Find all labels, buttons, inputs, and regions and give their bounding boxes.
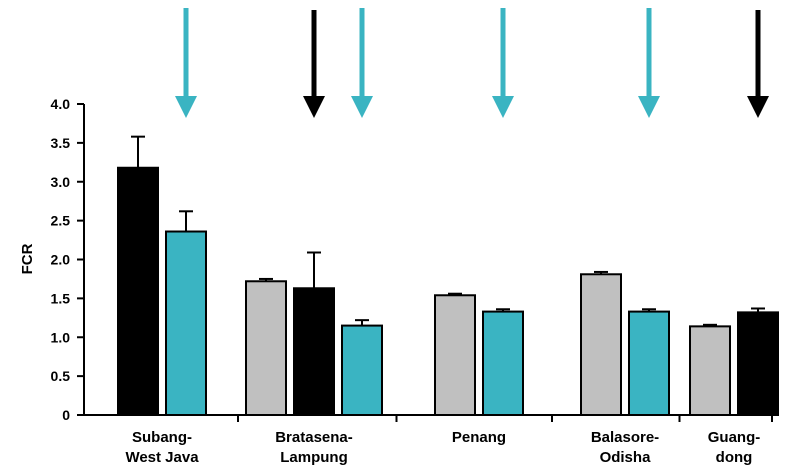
y-axis-label: FCR	[19, 243, 36, 274]
bar-teal	[482, 310, 524, 416]
labels-layer: Subang-West Java Bratasena-Lampung Penang B…	[125, 429, 760, 466]
y-tick-label: 3.5	[51, 135, 71, 151]
x-category-label: Guang-dong	[708, 429, 761, 466]
bar-black	[737, 311, 779, 416]
y-tick-label: 3.0	[51, 174, 71, 190]
y-axis: 0 0.5 1.0 1.5 2.0 2.5 3.0 3.5 4.0	[51, 96, 85, 423]
x-category-label: Subang-West Java	[125, 429, 199, 466]
x-category-label: Balasore-Odisha	[591, 429, 659, 466]
y-tick-label: 2.0	[51, 252, 71, 268]
bars-layer	[117, 135, 779, 417]
y-tick-label: 1.5	[51, 290, 71, 306]
bar-teal	[341, 324, 383, 416]
bar-gray	[434, 294, 476, 417]
y-tick-label: 4.0	[51, 96, 71, 112]
arrow-teal	[175, 8, 197, 118]
x-category-label: Bratasena-Lampung	[275, 429, 353, 466]
y-tick-label: 1.0	[51, 329, 71, 345]
x-axis	[84, 414, 773, 422]
arrow-teal	[351, 8, 373, 118]
bar-black	[293, 287, 335, 416]
bar-teal	[628, 310, 670, 416]
bar-gray	[689, 325, 731, 416]
arrow-teal	[492, 8, 514, 118]
arrow-black	[747, 10, 769, 118]
x-category-label: Penang	[452, 429, 506, 446]
y-tick-label: 2.5	[51, 213, 71, 229]
bar-teal	[165, 230, 207, 416]
arrow-teal	[638, 8, 660, 118]
bar-gray	[580, 273, 622, 416]
arrow-black	[303, 10, 325, 118]
bar-gray	[245, 280, 287, 416]
y-tick-label: 0	[62, 407, 70, 423]
arrows-layer	[175, 8, 769, 118]
y-tick-label: 0.5	[51, 368, 71, 384]
bar-black	[117, 166, 159, 416]
